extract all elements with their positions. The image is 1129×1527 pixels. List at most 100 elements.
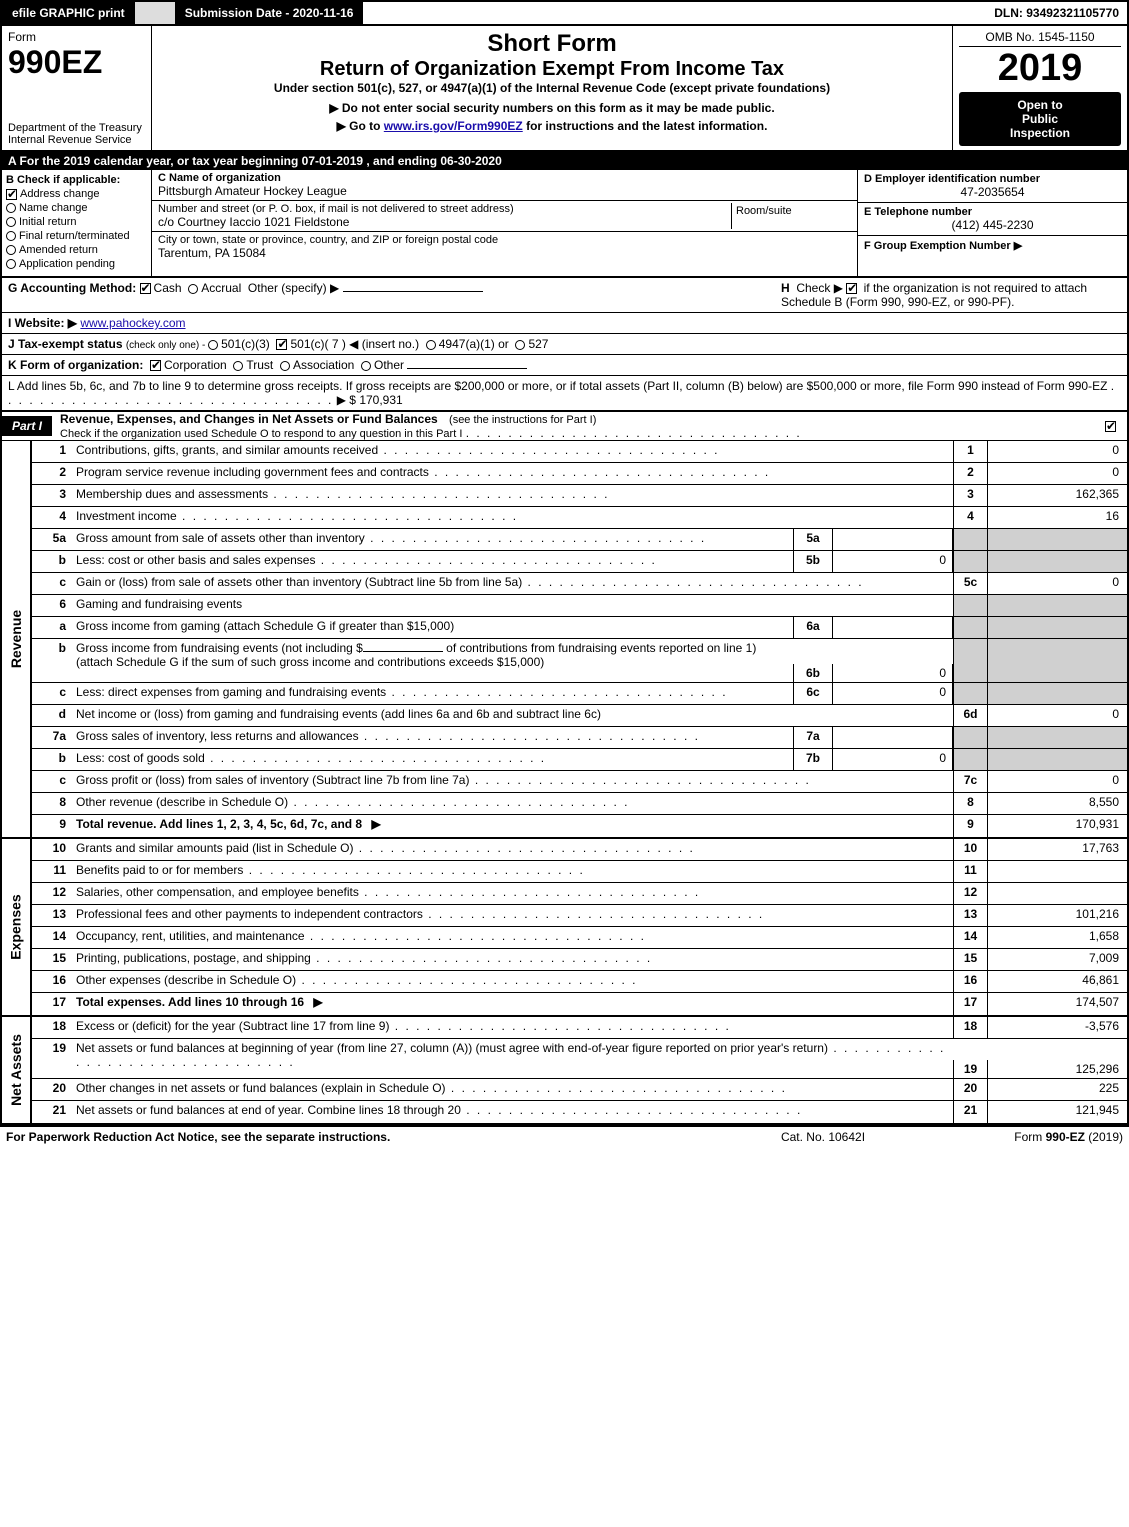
line-17-val: 174,507 <box>987 993 1127 1015</box>
chk-4947[interactable] <box>426 340 436 350</box>
form-word: Form <box>8 30 145 44</box>
line-14-desc: Occupancy, rent, utilities, and maintena… <box>72 927 953 948</box>
other-specify-input[interactable] <box>343 291 483 292</box>
j-sub: (check only one) - <box>126 340 208 351</box>
chk-address-change[interactable]: Address change <box>6 188 147 200</box>
website-link[interactable]: www.pahockey.com <box>80 316 185 330</box>
irs-label: Internal Revenue Service <box>8 134 145 146</box>
line-3-desc: Membership dues and assessments <box>72 485 953 506</box>
chk-association[interactable] <box>280 361 290 371</box>
expenses-section: Expenses 10Grants and similar amounts pa… <box>2 839 1127 1017</box>
line-6b-desc: Gross income from fundraising events (no… <box>72 639 793 682</box>
chk-accrual[interactable] <box>188 284 198 294</box>
revenue-label-col: Revenue <box>2 441 32 837</box>
ein-value: 47-2035654 <box>864 185 1121 199</box>
other-org-input[interactable] <box>407 368 527 369</box>
chk-schedule-b[interactable] <box>846 283 857 294</box>
line-1-val: 0 <box>987 441 1127 462</box>
goto-post: for instructions and the latest informat… <box>523 119 768 133</box>
initial-return-label: Initial return <box>19 216 76 228</box>
line-10-desc: Grants and similar amounts paid (list in… <box>72 839 953 860</box>
street-value: c/o Courtney Iaccio 1021 Fieldstone <box>158 215 731 229</box>
501c3-label: 501(c)(3) <box>221 337 270 351</box>
top-bar: efile GRAPHIC print Submission Date - 20… <box>2 2 1127 26</box>
chk-527[interactable] <box>515 340 525 350</box>
footer-paperwork: For Paperwork Reduction Act Notice, see … <box>6 1130 723 1144</box>
efile-print-button[interactable]: efile GRAPHIC print <box>2 2 135 24</box>
accrual-label: Accrual <box>201 281 241 295</box>
527-label: 527 <box>528 337 548 351</box>
page-footer: For Paperwork Reduction Act Notice, see … <box>0 1127 1129 1147</box>
other-label: Other (specify) ▶ <box>248 281 339 295</box>
line-j: J Tax-exempt status (check only one) - 5… <box>2 334 1127 355</box>
d-label: D Employer identification number <box>864 173 1121 185</box>
netassets-lines: 18Excess or (deficit) for the year (Subt… <box>32 1017 1127 1123</box>
netassets-label-col: Net Assets <box>2 1017 32 1123</box>
chk-initial-return[interactable]: Initial return <box>6 216 147 228</box>
501c-label: 501(c)( 7 ) ◀ (insert no.) <box>290 337 419 351</box>
line-12-desc: Salaries, other compensation, and employ… <box>72 883 953 904</box>
open3: Inspection <box>963 126 1117 140</box>
chk-schedule-o[interactable] <box>1105 421 1116 432</box>
trust-label: Trust <box>246 358 273 372</box>
footer-pre: Form <box>1014 1130 1045 1144</box>
line-21-val: 121,945 <box>987 1101 1127 1123</box>
line-15-desc: Printing, publications, postage, and shi… <box>72 949 953 970</box>
name-change-label: Name change <box>19 202 88 214</box>
address-change-label: Address change <box>20 188 100 200</box>
line-9-desc: Total revenue. Add lines 1, 2, 3, 4, 5c,… <box>72 815 953 837</box>
no-social-warning: ▶ Do not enter social security numbers o… <box>160 101 944 115</box>
footer-formnum: 990-EZ <box>1046 1130 1085 1144</box>
line-13-desc: Professional fees and other payments to … <box>72 905 953 926</box>
chk-501c3[interactable] <box>208 340 218 350</box>
line-11-val <box>987 861 1127 882</box>
line-6d-val: 0 <box>987 705 1127 726</box>
chk-amended-return[interactable]: Amended return <box>6 244 147 256</box>
chk-name-change[interactable]: Name change <box>6 202 147 214</box>
part-i-sub2: Check if the organization used Schedule … <box>52 428 462 440</box>
header-right: OMB No. 1545-1150 2019 Open to Public In… <box>952 26 1127 150</box>
revenue-section: Revenue 1Contributions, gifts, grants, a… <box>2 441 1127 839</box>
chk-501c[interactable] <box>276 339 287 350</box>
open1: Open to <box>963 98 1117 112</box>
part-i-label: Part I <box>2 416 52 436</box>
under-section: Under section 501(c), 527, or 4947(a)(1)… <box>160 81 944 95</box>
line-4-val: 16 <box>987 507 1127 528</box>
chk-trust[interactable] <box>233 361 243 371</box>
submission-date-button[interactable]: Submission Date - 2020-11-16 <box>175 2 364 24</box>
entity-center: C Name of organization Pittsburgh Amateu… <box>152 170 857 276</box>
revenue-lines: 1Contributions, gifts, grants, and simil… <box>32 441 1127 837</box>
chk-other-org[interactable] <box>361 361 371 371</box>
cash-label: Cash <box>154 281 182 295</box>
phone-value: (412) 445-2230 <box>864 218 1121 232</box>
org-name-row: C Name of organization Pittsburgh Amateu… <box>152 170 857 201</box>
h-label: H <box>781 281 790 295</box>
line-5a-desc: Gross amount from sale of assets other t… <box>72 529 793 550</box>
line-6b-pre: Gross income from fundraising events (no… <box>76 641 363 655</box>
header-center: Short Form Return of Organization Exempt… <box>152 26 952 150</box>
ein-row: D Employer identification number 47-2035… <box>858 170 1127 203</box>
final-return-label: Final return/terminated <box>19 230 130 242</box>
entity-right: D Employer identification number 47-2035… <box>857 170 1127 276</box>
line-3-val: 162,365 <box>987 485 1127 506</box>
tax-year-bar: A For the 2019 calendar year, or tax yea… <box>2 152 1127 170</box>
chk-application-pending[interactable]: Application pending <box>6 258 147 270</box>
revenue-rotated-label: Revenue <box>8 610 24 668</box>
irs-link[interactable]: www.irs.gov/Form990EZ <box>384 119 523 133</box>
header-left: Form 990EZ Department of the Treasury In… <box>2 26 152 150</box>
line-7a-ival <box>833 727 953 748</box>
line-13-val: 101,216 <box>987 905 1127 926</box>
line-8-desc: Other revenue (describe in Schedule O) <box>72 793 953 814</box>
chk-corporation[interactable] <box>150 360 161 371</box>
part-i-title: Revenue, Expenses, and Changes in Net As… <box>52 412 438 426</box>
line-6b-blank[interactable] <box>363 651 443 652</box>
chk-final-return[interactable]: Final return/terminated <box>6 230 147 242</box>
line-9-val: 170,931 <box>987 815 1127 837</box>
line-19-desc: Net assets or fund balances at beginning… <box>72 1039 953 1078</box>
line-21-desc: Net assets or fund balances at end of ye… <box>72 1101 953 1123</box>
line-4-desc: Investment income <box>72 507 953 528</box>
footer-form-ref: Form 990-EZ (2019) <box>923 1130 1123 1144</box>
chk-cash[interactable] <box>140 283 151 294</box>
4947-label: 4947(a)(1) or <box>439 337 509 351</box>
form-number: 990EZ <box>8 44 145 81</box>
